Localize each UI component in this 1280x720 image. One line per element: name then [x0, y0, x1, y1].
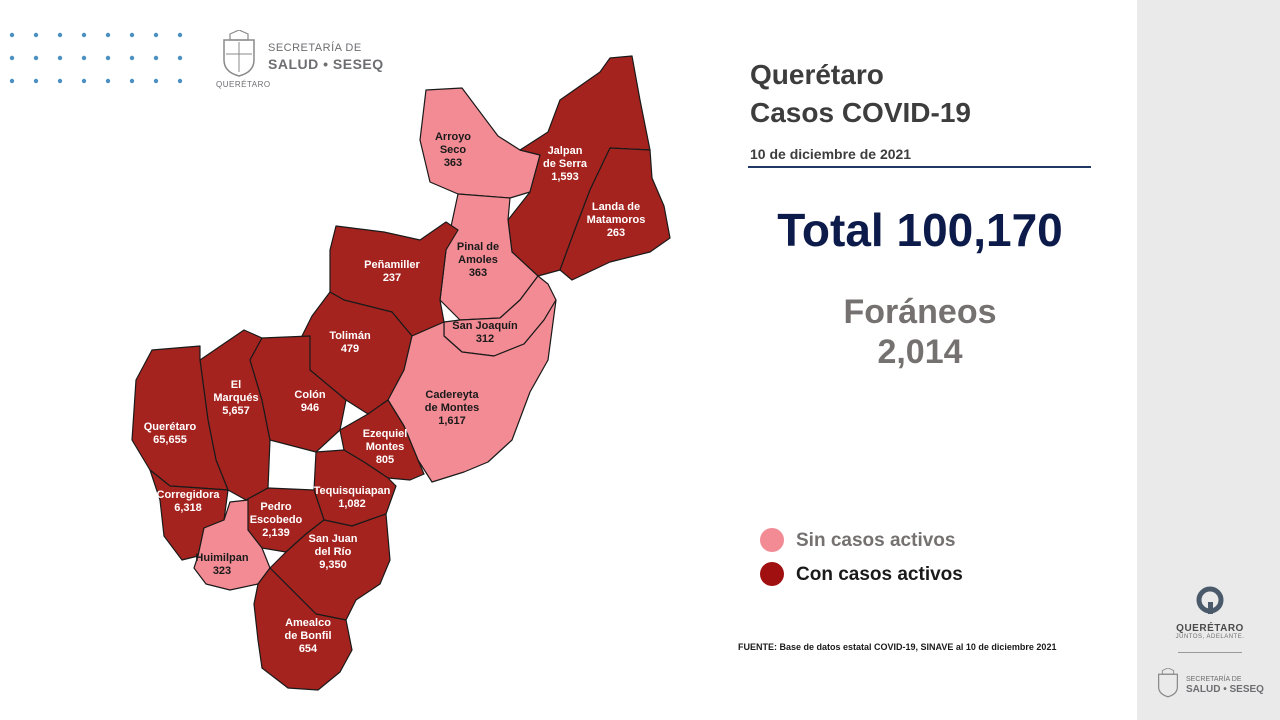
municipality-cases: 1,593: [551, 171, 579, 183]
foraneos-block: Foráneos 2,014: [740, 292, 1100, 372]
municipality-region-arroyo-seco: [419, 87, 541, 199]
municipality-cases: 363: [444, 157, 462, 169]
municipality-label-penamiller: Peñamiller 237: [364, 259, 420, 284]
municipality-cases: 654: [299, 643, 318, 655]
sidebar-agency-line-2: SALUD • SESEQ: [1186, 684, 1264, 695]
municipality-name: Escobedo: [250, 514, 303, 526]
date-underline: [748, 166, 1091, 168]
municipality-label-tequisquiapan: Tequisquiapan 1,082: [314, 485, 391, 510]
municipality-label-toliman: Tolimán 479: [329, 330, 371, 355]
municipality-label-san-juan: San Juan del Río 9,350: [309, 533, 358, 571]
municipality-label-san-joaquin: San Joaquín 312: [452, 320, 518, 345]
title-line-1: Querétaro: [750, 59, 884, 90]
title-line-2: Casos COVID-19: [750, 97, 971, 128]
municipality-name: Jalpan: [548, 145, 583, 157]
sidebar-agency-line-1: SECRETARÍA DE: [1186, 676, 1242, 683]
municipality-name: Ezequiel: [363, 428, 408, 440]
municipality-name: Seco: [440, 144, 467, 156]
municipality-region-amealco: [253, 567, 353, 691]
state-seal-small-icon: [1158, 668, 1178, 698]
municipality-label-jalpan: Jalpan de Serra 1,593: [543, 145, 588, 183]
municipality-label-el-marques: El Marqués 5,657: [213, 379, 258, 417]
municipality-name: El: [231, 379, 241, 391]
municipality-name: Amealco: [285, 617, 331, 629]
municipality-cases: 479: [341, 343, 359, 355]
municipality-cases: 312: [476, 333, 494, 345]
legend-label-no-active: Sin casos activos: [796, 530, 956, 551]
municipality-cases: 363: [469, 267, 487, 279]
brand-tagline: JUNTOS, ADELANTE.: [1175, 634, 1245, 640]
queretaro-brand-logo: QUERÉTARO JUNTOS, ADELANTE.: [1170, 586, 1250, 640]
municipality-cases: 2,139: [262, 527, 290, 539]
municipality-cases: 65,655: [153, 434, 187, 446]
municipality-label-corregidora: Corregidora 6,318: [157, 489, 221, 514]
municipality-name: San Juan: [309, 533, 358, 545]
municipality-name: Montes: [366, 441, 405, 453]
municipality-label-arroyo-seco: Arroyo Seco 363: [435, 131, 471, 169]
municipality-name: Querétaro: [144, 421, 197, 433]
seseq-logo-small: SECRETARÍA DE SALUD • SESEQ: [1156, 668, 1276, 708]
municipality-cases: 805: [376, 454, 394, 466]
municipality-label-ezequiel: Ezequiel Montes 805: [363, 428, 408, 466]
municipality-name: Pinal de: [457, 241, 499, 253]
municipality-label-amealco: Amealco de Bonfil 654: [284, 617, 331, 655]
legend-swatch-active: [760, 562, 784, 586]
municipality-name: del Río: [315, 546, 352, 558]
municipality-cases: 323: [213, 565, 231, 577]
municipality-label-huimilpan: Huimilpan 323: [195, 552, 248, 577]
municipality-label-cadereyta: Cadereyta de Montes 1,617: [425, 389, 480, 427]
state-seal-icon: [223, 30, 255, 77]
right-sidebar: [1137, 0, 1280, 720]
municipality-name: Tolimán: [329, 330, 371, 342]
agency-line-1: SECRETARÍA DE: [268, 42, 362, 54]
municipality-cases: 1,617: [438, 415, 466, 427]
municipality-name: Pedro: [260, 501, 291, 513]
agency-line-2: SALUD • SESEQ: [268, 56, 384, 72]
municipality-cases: 946: [301, 402, 319, 414]
municipality-name: de Montes: [425, 402, 479, 414]
legend-label-active: Con casos activos: [796, 564, 963, 585]
municipality-label-queretaro: Querétaro 65,655: [144, 421, 197, 446]
municipality-name: de Bonfil: [284, 630, 331, 642]
foraneos-value: 2,014: [877, 333, 963, 371]
municipality-cases: 263: [607, 227, 625, 239]
municipality-cases: 237: [383, 272, 401, 284]
foraneos-label: Foráneos: [843, 293, 997, 331]
sidebar-divider: [1178, 652, 1242, 653]
source-note: FUENTE: Base de datos estatal COVID-19, …: [738, 642, 1057, 652]
municipality-label-colon: Colón 946: [294, 389, 325, 414]
report-date: 10 de diciembre de 2021: [750, 146, 912, 162]
page-title: Querétaro Casos COVID-19: [750, 56, 971, 132]
brand-name: QUERÉTARO: [1176, 623, 1244, 634]
agency-line-3: QUERÉTARO: [216, 80, 271, 89]
queretaro-q-icon: [1196, 586, 1224, 614]
decorative-dot-grid: [9, 32, 183, 84]
municipality-region-colon: [249, 335, 347, 453]
municipality-label-pedro-escobedo: Pedro Escobedo 2,139: [250, 501, 303, 539]
municipality-name: Amoles: [458, 254, 498, 266]
municipality-label-pinal: Pinal de Amoles 363: [457, 241, 499, 279]
legend-swatch-no-active: [760, 528, 784, 552]
municipality-name: San Joaquín: [452, 320, 518, 332]
municipality-name: Huimilpan: [195, 552, 248, 564]
municipality-name: Cadereyta: [425, 389, 479, 401]
municipality-label-landa: Landa de Matamoros 263: [587, 201, 646, 239]
municipality-name: Arroyo: [435, 131, 471, 143]
municipality-region-landa: [559, 147, 671, 281]
municipality-cases: 5,657: [222, 405, 250, 417]
total-cases: Total 100,170: [777, 204, 1063, 256]
municipality-name: Matamoros: [587, 214, 646, 226]
municipality-name: Colón: [294, 389, 325, 401]
municipality-name: Landa de: [592, 201, 640, 213]
municipality-name: Marqués: [213, 392, 258, 404]
municipality-cases: 6,318: [174, 502, 202, 514]
seseq-logo: SECRETARÍA DE SALUD • SESEQ QUERÉTARO: [216, 28, 396, 92]
municipality-name: Peñamiller: [364, 259, 420, 271]
municipality-name: Corregidora: [157, 489, 221, 501]
municipality-name: de Serra: [543, 158, 588, 170]
municipality-name: Tequisquiapan: [314, 485, 391, 497]
municipality-cases: 9,350: [319, 559, 347, 571]
municipality-cases: 1,082: [338, 498, 366, 510]
